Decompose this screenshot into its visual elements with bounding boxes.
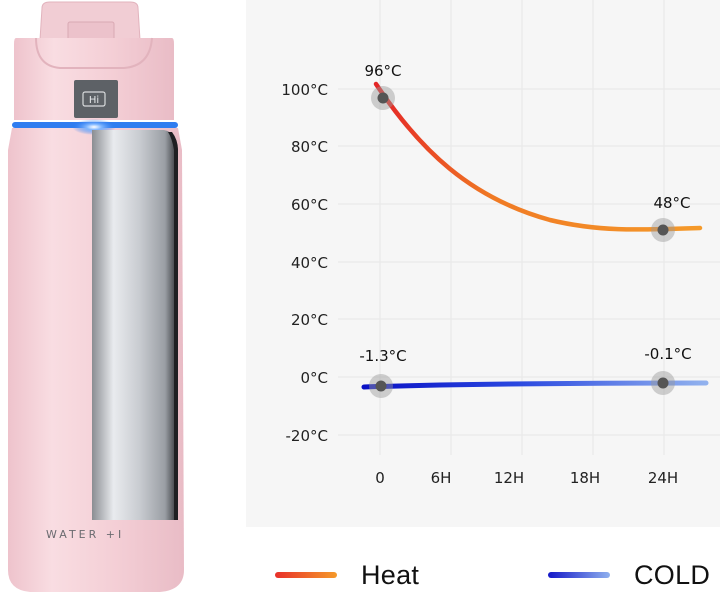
y-tick-label: 80°C [291,138,328,156]
y-axis: 100°C 80°C 60°C 40°C 20°C 0°C -20°C [281,81,328,445]
cold-start-marker [369,374,393,398]
x-tick-label: 18H [570,469,600,487]
x-axis: 0 6H 12H 18H 24H [375,469,678,487]
y-tick-label: -20°C [286,427,328,445]
x-tick-label: 6H [431,469,452,487]
heat-start-marker [371,86,395,110]
product-image: Hi WATER +I [0,0,240,597]
x-tick-label: 12H [494,469,524,487]
heat-series-line [373,81,703,232]
y-tick-label: 0°C [300,369,328,387]
temperature-chart: 100°C 80°C 60°C 40°C 20°C 0°C -20°C 0 6H… [281,0,720,487]
display-label: Hi [89,95,99,106]
heat-end-marker [651,218,675,242]
brand-label: WATER +I [46,528,124,541]
cold-swatch-icon [548,572,610,578]
legend-label-cold: COLD [634,559,711,590]
bottle-illustration: Hi WATER +I [8,1,184,592]
y-tick-label: 20°C [291,311,328,329]
x-tick-label: 24H [648,469,678,487]
x-tick-label: 0 [375,469,385,487]
cold-end-marker [651,371,675,395]
chart-legend: Heat COLD [246,555,720,597]
heat-start-annotation: 96°C [364,62,401,80]
y-tick-label: 60°C [291,196,328,214]
heat-end-annotation: 48°C [653,194,690,212]
heat-swatch-icon [275,572,337,578]
cold-start-annotation: -1.3°C [359,347,406,365]
legend-label-heat: Heat [361,559,420,590]
y-gridlines [338,88,720,436]
legend-item-cold: COLD [548,555,710,595]
legend-item-heat: Heat [275,555,419,595]
cold-end-annotation: -0.1°C [644,345,691,363]
y-tick-label: 100°C [281,81,328,99]
chart-panel: 100°C 80°C 60°C 40°C 20°C 0°C -20°C 0 6H… [246,0,720,527]
cold-series-line [361,380,709,390]
y-tick-label: 40°C [291,254,328,272]
